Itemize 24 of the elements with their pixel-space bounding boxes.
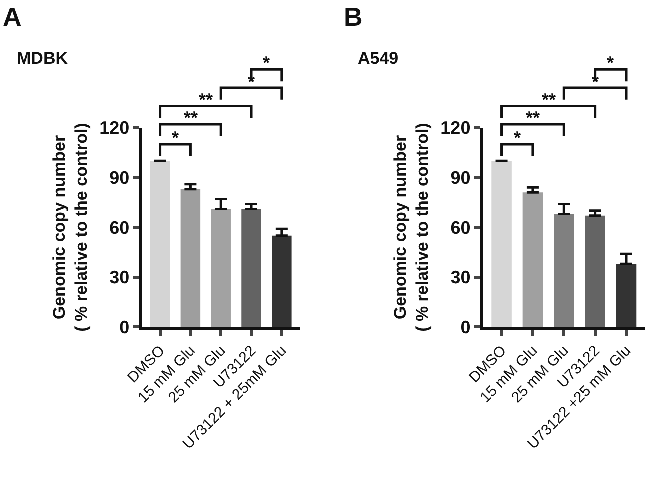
text: B: [344, 2, 363, 32]
y-tick-label: 30: [450, 268, 471, 288]
text: *: [263, 53, 270, 73]
y-tick-label: 90: [450, 168, 471, 188]
y-tick-label: 90: [110, 168, 130, 188]
text: *: [607, 53, 614, 73]
y-axis-title: Genomic copy number ( % relative to the control): [391, 123, 432, 332]
text: **: [542, 90, 556, 110]
chart-title: A549: [358, 49, 399, 68]
text: A: [3, 2, 22, 32]
y-tick-label: 0: [120, 318, 130, 338]
annotation: *: [514, 128, 522, 148]
y-tick-label: 120: [100, 118, 130, 138]
y-tick-label: 60: [450, 218, 471, 238]
y-tick-label: 120: [440, 118, 471, 138]
y-tick-label: 0: [460, 318, 471, 338]
text: **: [199, 90, 214, 110]
y-axis-title: Genomic copy number ( % relative to the control): [50, 123, 92, 332]
chart-title: MDBK: [17, 49, 69, 68]
y-tick-label: 60: [110, 218, 130, 238]
annotation: **: [184, 108, 198, 128]
annotation: **: [526, 108, 540, 128]
y-tick-label: 30: [110, 268, 130, 288]
annotation: *: [172, 128, 180, 148]
